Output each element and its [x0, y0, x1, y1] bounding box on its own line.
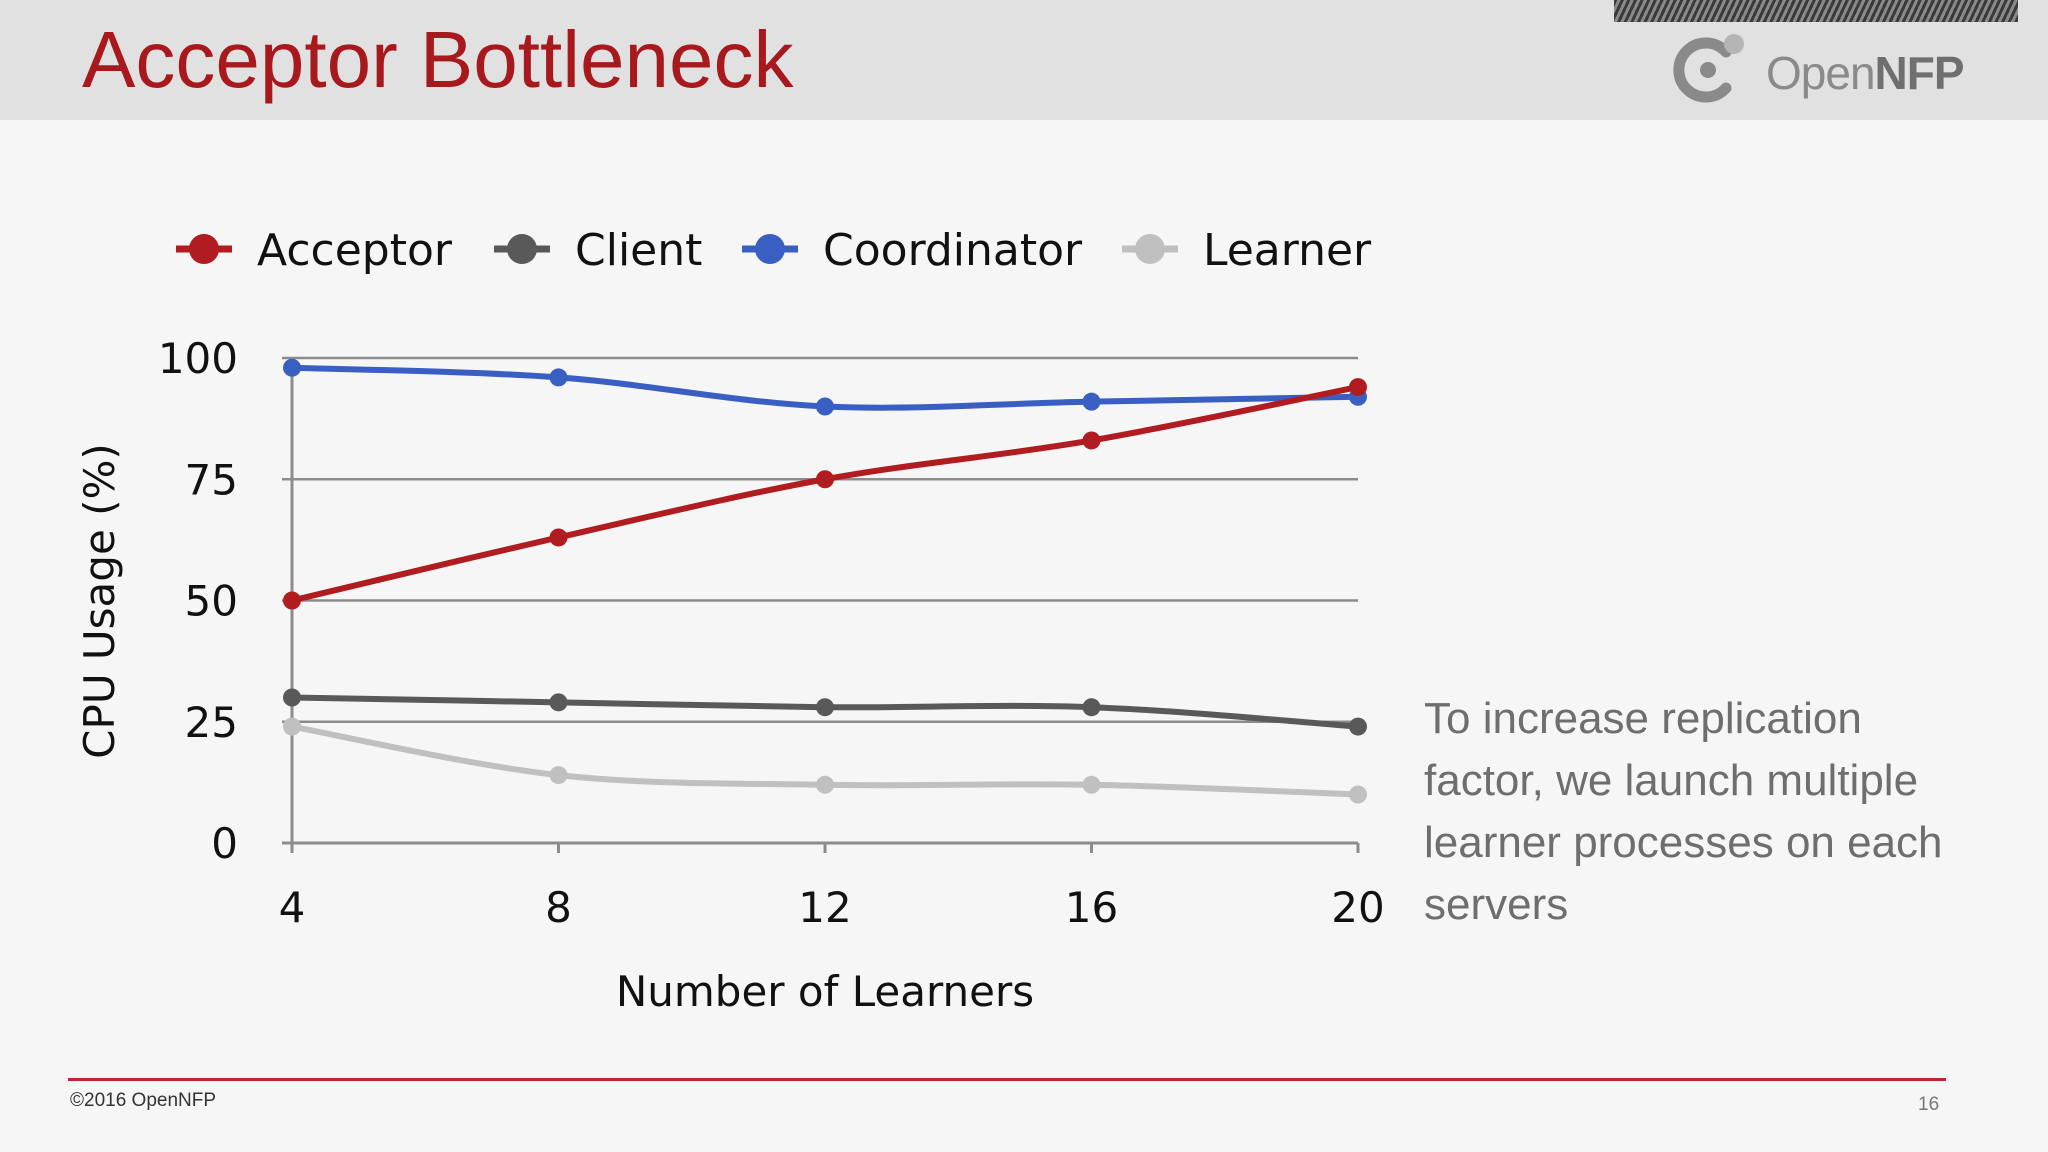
point-client	[1349, 717, 1367, 736]
x-tick-label: 20	[1331, 883, 1384, 932]
x-tick-label: 16	[1065, 883, 1118, 932]
legend-item-acceptor: Acceptor	[176, 225, 453, 276]
opennfp-logo-icon	[1673, 34, 1744, 103]
point-acceptor	[1349, 378, 1367, 397]
legend-label: Learner	[1203, 225, 1372, 276]
chart-series	[283, 358, 1367, 804]
point-client	[283, 688, 301, 707]
y-axis-title: CPU Usage (%)	[75, 443, 124, 759]
point-learner	[1082, 775, 1101, 794]
caption-text: To increase replication factor, we launc…	[1424, 694, 1943, 929]
legend-swatch-marker	[755, 234, 785, 264]
series-learner	[283, 717, 1367, 804]
legend-item-coordinator: Coordinator	[742, 225, 1083, 276]
copyright-text: ©2016 OpenNFP	[70, 1090, 217, 1111]
point-learner	[816, 775, 834, 794]
logo-text-nfp: NFP	[1874, 47, 1965, 99]
y-tick-label: 25	[185, 698, 238, 747]
line-acceptor	[289, 384, 1361, 604]
point-acceptor	[549, 528, 568, 547]
point-client	[1082, 698, 1101, 717]
logo-text-open: Open	[1766, 47, 1876, 99]
legend-label: Acceptor	[257, 225, 453, 276]
point-acceptor	[1082, 431, 1101, 450]
y-tick-label: 75	[185, 455, 238, 504]
legend-label: Client	[575, 225, 702, 276]
point-coordinator	[549, 368, 568, 387]
y-tick-label: 0	[211, 819, 238, 868]
point-coordinator	[283, 358, 301, 377]
y-tick-label: 50	[185, 577, 238, 626]
video-overlay-strip	[1614, 0, 2018, 22]
legend-label: Coordinator	[823, 225, 1083, 276]
series-acceptor	[283, 378, 1367, 610]
x-axis-title: Number of Learners	[616, 967, 1034, 1016]
point-learner	[549, 766, 568, 785]
legend-swatch-marker	[189, 234, 219, 264]
slide-title: Acceptor Bottleneck	[82, 15, 794, 104]
point-acceptor	[816, 470, 834, 489]
point-coordinator	[1082, 392, 1101, 411]
chart-axes: 0 25 50 75 100 4 8 12 16 20	[158, 334, 1385, 932]
series-coordinator	[283, 358, 1367, 416]
point-learner	[283, 717, 301, 736]
legend-item-client: Client	[494, 225, 702, 276]
point-learner	[1349, 785, 1367, 804]
x-tick-label: 12	[798, 883, 851, 932]
series-client	[283, 688, 1367, 736]
slide-header: Acceptor Bottleneck OpenNFP	[0, 0, 2048, 120]
page-number: 16	[1918, 1094, 1940, 1115]
footer-rule	[68, 1078, 1946, 1081]
x-tick-label: 8	[545, 883, 572, 932]
legend-swatch-marker	[1135, 234, 1165, 264]
point-client	[549, 693, 568, 712]
point-coordinator	[816, 397, 834, 416]
y-tick-label: 100	[158, 334, 238, 383]
logo-wordmark: OpenNFP	[1766, 47, 1965, 99]
opennfp-logo: OpenNFP	[1668, 30, 1968, 110]
point-acceptor	[283, 591, 301, 610]
point-client	[816, 698, 834, 717]
chart-legend: Acceptor Client Coordinator Learner	[176, 225, 1372, 276]
legend-swatch-marker	[507, 234, 537, 264]
x-tick-label: 4	[279, 883, 306, 932]
legend-item-learner: Learner	[1122, 225, 1372, 276]
